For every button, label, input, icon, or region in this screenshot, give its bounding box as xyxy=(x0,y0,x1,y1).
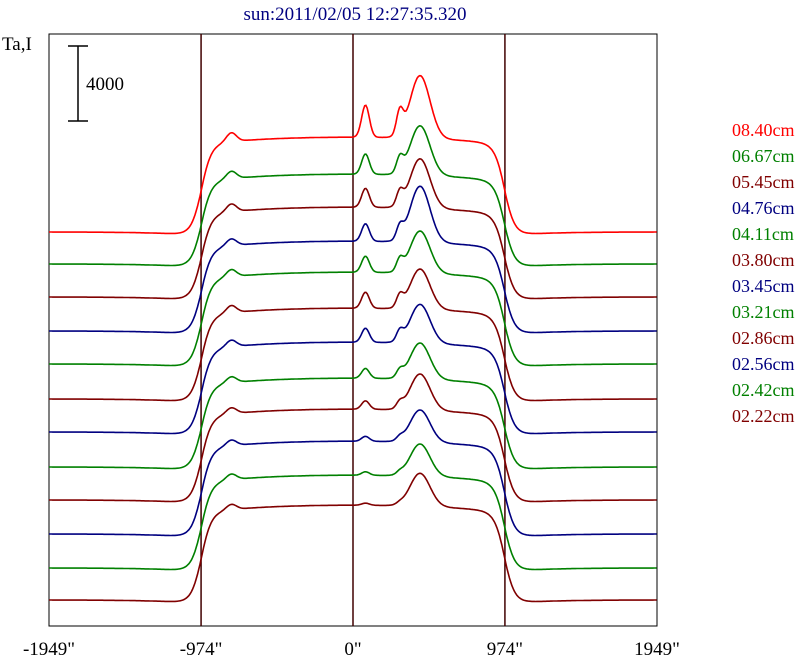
scale-bar: 4000 xyxy=(68,45,124,122)
legend-entry: 02.42cm xyxy=(732,380,795,400)
legend-entry: 04.11cm xyxy=(732,224,794,244)
legend-entry: 08.40cm xyxy=(732,120,795,140)
series-line-0 xyxy=(49,74,657,235)
scale-bar-label: 4000 xyxy=(86,74,124,95)
series-line-7 xyxy=(49,342,657,470)
legend-entry: 03.21cm xyxy=(732,302,795,322)
vertical-marker-lines xyxy=(200,34,506,626)
series-line-1 xyxy=(49,124,657,267)
series-line-8 xyxy=(49,373,657,503)
chart-title: sun:2011/02/05 12:27:35.320 xyxy=(243,4,466,25)
legend-entry: 02.56cm xyxy=(732,354,795,374)
legend: 08.40cm 06.67cm 05.45cm 04.76cm 04.11cm 03.80… xyxy=(732,120,795,426)
series-lines xyxy=(49,74,657,603)
x-tick-label: 974" xyxy=(487,639,523,660)
series-line-4 xyxy=(49,230,657,367)
legend-entry: 05.45cm xyxy=(732,172,795,192)
series-line-9 xyxy=(49,409,657,537)
x-tick-label: 0" xyxy=(344,639,361,660)
series-line-10 xyxy=(49,443,657,571)
x-tick-label: -974" xyxy=(180,639,223,660)
series-line-11 xyxy=(49,472,657,603)
y-axis-label: Ta,I xyxy=(2,34,32,55)
x-tick-labels: -1949" -974" 0" 974" 1949" xyxy=(23,639,680,660)
series-line-2 xyxy=(49,157,657,300)
legend-entry: 02.22cm xyxy=(732,406,795,426)
legend-entry: 03.45cm xyxy=(732,276,795,296)
x-tick-label: -1949" xyxy=(23,639,75,660)
series-line-5 xyxy=(49,268,657,402)
legend-entry: 06.67cm xyxy=(732,146,795,166)
legend-entry: 02.86cm xyxy=(732,328,795,348)
legend-entry: 03.80cm xyxy=(732,250,795,270)
series-line-3 xyxy=(49,185,657,334)
series-line-6 xyxy=(49,303,657,435)
x-tick-label: 1949" xyxy=(634,639,680,660)
legend-entry: 04.76cm xyxy=(732,198,795,218)
